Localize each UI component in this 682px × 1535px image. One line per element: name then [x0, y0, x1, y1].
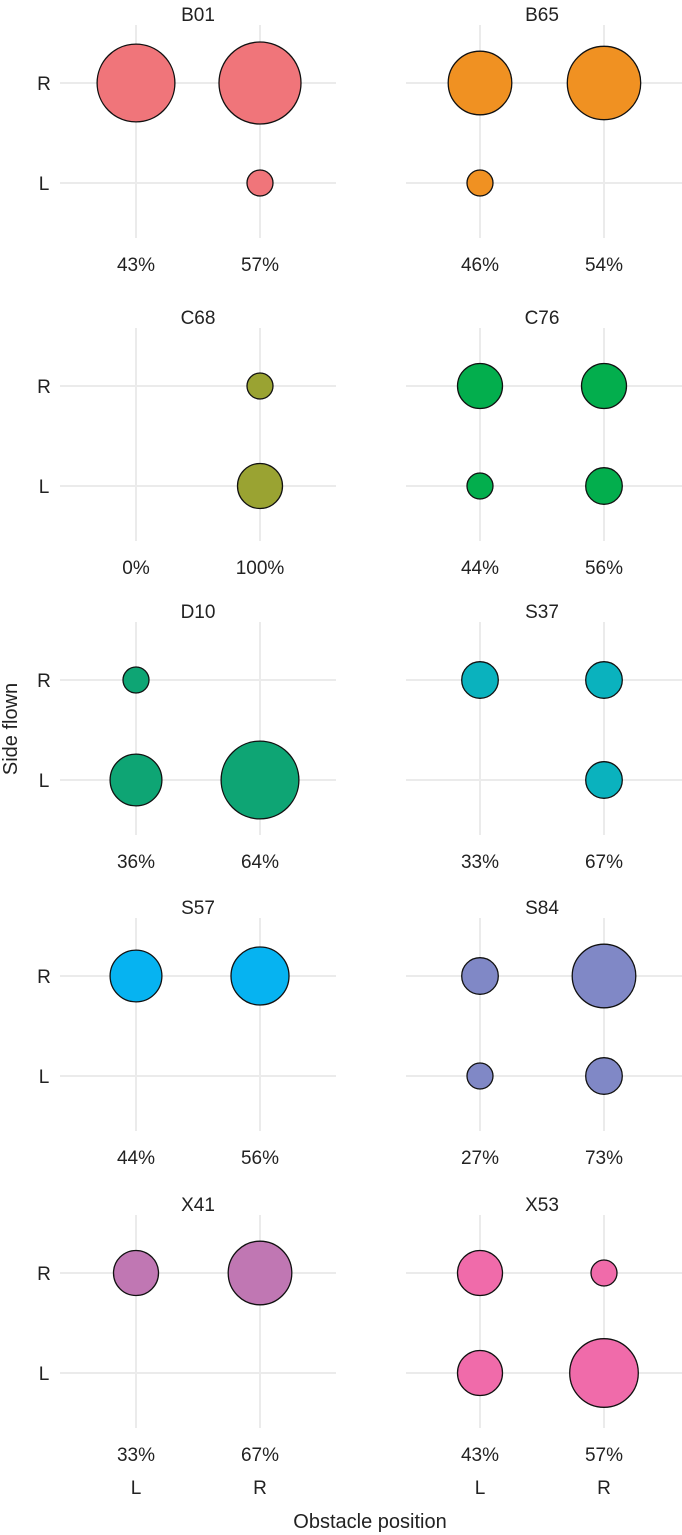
bubble-r-l — [585, 1057, 623, 1095]
y-tick-r: R — [37, 967, 51, 988]
pct-label-r: 67% — [585, 852, 623, 873]
pct-label-l: 43% — [117, 255, 155, 276]
panel-s57: S57 R L 44% 56% — [37, 898, 336, 1169]
panel-b65: B65 46% 54% — [406, 5, 682, 276]
y-tick-r: R — [37, 377, 51, 398]
panel-s84: S84 27% 73% — [406, 898, 682, 1169]
panel-title: C76 — [525, 308, 560, 329]
bubble-l-r — [96, 43, 176, 123]
bubble-r-l — [585, 467, 623, 505]
pct-label-r: 100% — [236, 558, 285, 579]
pct-label-l: 44% — [461, 558, 499, 579]
panel-title: X53 — [525, 1195, 559, 1216]
bubble-r-r — [230, 946, 290, 1006]
pct-label-r: 64% — [241, 852, 279, 873]
bubble-r-r — [590, 1259, 618, 1287]
bubble-r-l — [569, 1338, 639, 1408]
bubble-r-l — [246, 169, 274, 197]
panel-title: B01 — [181, 5, 215, 26]
pct-label-l: 27% — [461, 1148, 499, 1169]
panel-s37: S37 33% 67% — [406, 602, 682, 873]
panel-title: D10 — [181, 602, 216, 623]
panel-x53: X53 43% 57% — [406, 1195, 682, 1466]
panel-d10: D10 R L 36% 64% — [37, 602, 336, 873]
panel-title: X41 — [181, 1195, 215, 1216]
bubble-r-r — [585, 661, 623, 699]
bubble-l-l — [466, 472, 494, 500]
bubble-l-l — [466, 169, 494, 197]
panel-b01: B01 R L 43% 57% — [37, 5, 336, 276]
bubble-r-l — [236, 462, 284, 510]
bubble-l-l — [456, 1349, 504, 1397]
pct-label-r: 54% — [585, 255, 623, 276]
panel-title: B65 — [525, 5, 559, 26]
panel-title: S57 — [181, 898, 215, 919]
panel-title: S84 — [525, 898, 559, 919]
pct-label-r: 57% — [241, 255, 279, 276]
bubble-r-l — [220, 740, 300, 820]
bubble-r-l — [585, 761, 623, 799]
x-tick-l: L — [475, 1478, 486, 1499]
bubble-r-r — [580, 362, 628, 410]
y-tick-l: L — [39, 174, 50, 195]
bubble-l-r — [447, 50, 513, 116]
x-tick-r: R — [597, 1478, 611, 1499]
bubble-l-l — [466, 1062, 494, 1090]
panel-x41: X41 R L 33% 67% — [37, 1195, 336, 1466]
bubble-l-l — [109, 753, 163, 807]
y-tick-l: L — [39, 477, 50, 498]
bubble-r-r — [246, 372, 274, 400]
pct-label-r: 57% — [585, 1445, 623, 1466]
y-axis-title: Side flown — [0, 683, 22, 775]
pct-label-l: 44% — [117, 1148, 155, 1169]
bubble-l-r — [456, 362, 504, 410]
x-tick-r: R — [253, 1478, 267, 1499]
bubble-r-r — [227, 1240, 293, 1306]
y-tick-r: R — [37, 74, 51, 95]
pct-label-r: 56% — [585, 558, 623, 579]
pct-label-l: 46% — [461, 255, 499, 276]
bubble-r-r — [571, 943, 637, 1009]
x-tick-l: L — [131, 1478, 142, 1499]
pct-label-l: 0% — [122, 558, 150, 579]
pct-label-l: 33% — [117, 1445, 155, 1466]
pct-label-r: 56% — [241, 1148, 279, 1169]
pct-label-r: 73% — [585, 1148, 623, 1169]
panel-title: C68 — [181, 308, 216, 329]
facet-panels: B01 R L 43% 57% B65 46% 54% C68 R L 0% 100% C76 44% 56%… — [37, 5, 682, 1466]
panel-c76: C76 44% 56% — [406, 308, 682, 579]
panel-title: S37 — [525, 602, 559, 623]
bubble-l-r — [109, 949, 163, 1003]
bubble-l-r — [122, 666, 150, 694]
bubble-l-r — [112, 1249, 160, 1297]
x-axis-title: Obstacle position — [293, 1511, 446, 1533]
pct-label-r: 67% — [241, 1445, 279, 1466]
y-tick-l: L — [39, 771, 50, 792]
pct-label-l: 33% — [461, 852, 499, 873]
y-tick-l: L — [39, 1364, 50, 1385]
bubble-l-r — [461, 661, 499, 699]
bubble-l-r — [461, 957, 499, 995]
bubble-r-r — [218, 41, 302, 125]
panel-c68: C68 R L 0% 100% — [37, 308, 336, 579]
pct-label-l: 43% — [461, 1445, 499, 1466]
bubble-r-r — [566, 45, 642, 121]
y-tick-r: R — [37, 1264, 51, 1285]
y-tick-l: L — [39, 1067, 50, 1088]
pct-label-l: 36% — [117, 852, 155, 873]
y-tick-r: R — [37, 671, 51, 692]
bubble-l-r — [456, 1249, 504, 1297]
